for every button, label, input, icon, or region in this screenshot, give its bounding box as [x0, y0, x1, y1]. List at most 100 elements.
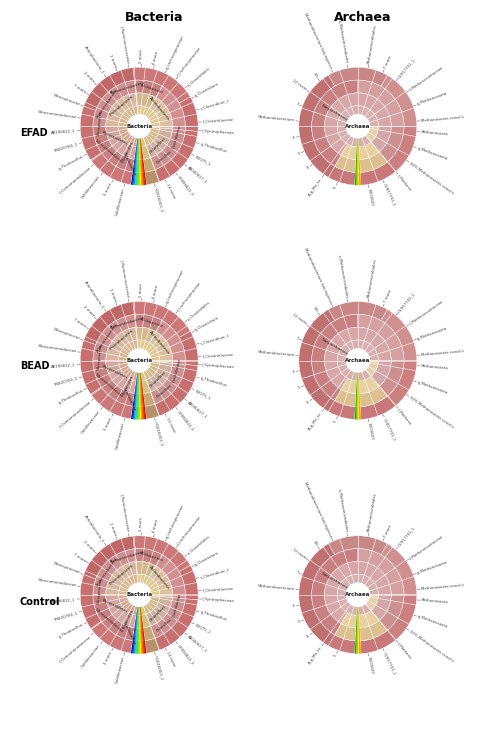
Wedge shape [80, 106, 101, 160]
Wedge shape [137, 340, 160, 360]
Wedge shape [106, 327, 137, 360]
Wedge shape [140, 138, 145, 185]
Text: 5%: 5% [312, 540, 319, 548]
Text: 7 more: 7 more [383, 523, 393, 538]
Text: f_Lachnospiraceae: f_Lachnospiraceae [176, 515, 202, 546]
Wedge shape [179, 97, 198, 126]
Text: EU036XY: EU036XY [367, 657, 374, 675]
Text: Bacteroidetes: Bacteroidetes [101, 598, 128, 614]
Text: Alphaproteobacteria: Alphaproteobacteria [109, 315, 146, 329]
Wedge shape [137, 574, 160, 594]
Text: EU036XY: EU036XY [367, 422, 374, 441]
Wedge shape [119, 360, 138, 381]
Wedge shape [136, 605, 146, 616]
Text: Archaea: Archaea [345, 124, 371, 129]
Wedge shape [358, 372, 361, 419]
Wedge shape [132, 138, 138, 185]
Text: Nitrospiraceae: Nitrospiraceae [96, 578, 103, 605]
Wedge shape [136, 371, 146, 381]
Wedge shape [185, 126, 198, 132]
Text: 3: 3 [333, 419, 338, 423]
Text: Nitrosomonadaceae: Nitrosomonadaceae [37, 110, 77, 119]
Wedge shape [140, 606, 146, 654]
Wedge shape [341, 376, 379, 394]
Text: f_Clostridiaceae: f_Clostridiaceae [202, 586, 234, 592]
Wedge shape [93, 315, 136, 360]
Wedge shape [140, 372, 143, 419]
Text: Actinobacteria_1: Actinobacteria_1 [83, 280, 105, 309]
Circle shape [128, 583, 151, 606]
Wedge shape [119, 340, 138, 361]
Text: GFB96822_1: GFB96822_1 [176, 175, 195, 197]
Wedge shape [139, 138, 140, 185]
Text: f_Methano: f_Methano [397, 173, 414, 192]
Text: Caldilineaceae: Caldilineaceae [115, 422, 126, 450]
Text: f_Methanosaetaceae: f_Methanosaetaceae [409, 65, 444, 92]
Text: 7: 7 [295, 102, 299, 106]
Wedge shape [388, 594, 417, 640]
Wedge shape [134, 606, 138, 654]
Text: g_Methanosaeta: g_Methanosaeta [417, 560, 448, 575]
Wedge shape [337, 105, 378, 147]
Text: CU817701_1: CU817701_1 [383, 417, 397, 441]
Text: Actinobacteria_1: Actinobacteria_1 [83, 514, 105, 543]
Wedge shape [358, 314, 404, 360]
Text: FN820780_1: FN820780_1 [54, 142, 79, 152]
Text: Caldilineaceae: Caldilineaceae [122, 621, 136, 646]
Wedge shape [134, 67, 190, 103]
Text: Proteobacteria: Proteobacteria [109, 329, 135, 351]
Text: Methanosaeta: Methanosaeta [421, 130, 449, 136]
Text: Firmicutes: Firmicutes [121, 609, 134, 630]
Wedge shape [379, 360, 404, 396]
Wedge shape [150, 566, 172, 594]
Wedge shape [137, 138, 139, 185]
Wedge shape [172, 126, 185, 130]
Text: 2 more: 2 more [82, 71, 95, 83]
Text: 2 more: 2 more [82, 539, 95, 552]
Text: Acidobacteria: Acidobacteria [139, 83, 164, 94]
Text: 5 more: 5 more [139, 518, 144, 531]
Wedge shape [172, 360, 185, 365]
Text: Betaproteobacteria: Betaproteobacteria [95, 556, 118, 587]
Wedge shape [136, 327, 156, 343]
Text: f_Ruminococcaceae: f_Ruminococcaceae [119, 25, 130, 64]
Wedge shape [356, 138, 358, 185]
Text: 2 more: 2 more [108, 288, 117, 302]
Text: Euryarchaeota: Euryarchaeota [321, 337, 348, 356]
Wedge shape [151, 594, 160, 597]
Wedge shape [140, 138, 146, 185]
Text: Proteobacteria: Proteobacteria [109, 563, 135, 586]
Text: Control: Control [20, 597, 60, 607]
Wedge shape [358, 606, 361, 654]
Text: Betaproteobacteria: Betaproteobacteria [95, 88, 118, 119]
Text: f_Syntrophaceae: f_Syntrophaceae [202, 129, 235, 135]
Wedge shape [136, 372, 139, 419]
Wedge shape [355, 138, 357, 185]
Text: AB196832_1: AB196832_1 [51, 363, 76, 369]
Wedge shape [381, 75, 417, 126]
Wedge shape [106, 126, 136, 160]
Circle shape [346, 349, 369, 372]
Wedge shape [134, 302, 190, 337]
Text: Chloroflexi: Chloroflexi [156, 384, 173, 399]
Wedge shape [135, 146, 151, 160]
Circle shape [346, 115, 369, 138]
Wedge shape [358, 80, 404, 126]
Text: g_Thiobacillus: g_Thiobacillus [58, 154, 84, 171]
Text: Methanobacterium: Methanobacterium [257, 116, 295, 123]
Text: Alphaproteobacteria: Alphaproteobacteria [109, 81, 146, 95]
Text: AB000617_1: AB000617_1 [186, 634, 208, 653]
Wedge shape [150, 97, 172, 126]
Text: Firmicutes: Firmicutes [121, 375, 134, 395]
Text: g_Lachnospiraceae: g_Lachnospiraceae [165, 503, 185, 539]
Wedge shape [83, 536, 135, 579]
Text: s_Clostridium_t: s_Clostridium_t [200, 99, 230, 111]
Wedge shape [131, 638, 160, 654]
Circle shape [128, 349, 151, 372]
Text: 5%: 5% [312, 72, 319, 79]
Text: Methanomicrobiales: Methanomicrobiales [367, 258, 378, 299]
Text: Methanosaeta concilii: Methanosaeta concilii [421, 583, 464, 591]
Wedge shape [179, 565, 198, 594]
Wedge shape [134, 372, 138, 419]
Text: Euryarchaeota: Euryarchaeota [321, 103, 348, 122]
